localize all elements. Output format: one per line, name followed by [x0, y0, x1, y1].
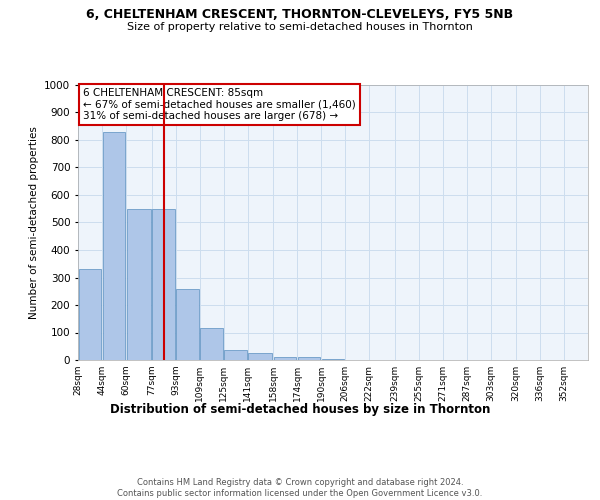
Bar [103, 132, 125, 360]
Bar [200, 328, 223, 360]
Text: Contains HM Land Registry data © Crown copyright and database right 2024.
Contai: Contains HM Land Registry data © Crown c… [118, 478, 482, 498]
Bar [79, 269, 101, 360]
Bar [176, 288, 199, 360]
Bar [127, 208, 151, 360]
Text: 6, CHELTENHAM CRESCENT, THORNTON-CLEVELEYS, FY5 5NB: 6, CHELTENHAM CRESCENT, THORNTON-CLEVELE… [86, 8, 514, 20]
Bar [274, 357, 296, 360]
Bar [322, 358, 344, 360]
Bar [224, 350, 247, 360]
Text: 6 CHELTENHAM CRESCENT: 85sqm
← 67% of semi-detached houses are smaller (1,460)
3: 6 CHELTENHAM CRESCENT: 85sqm ← 67% of se… [83, 88, 356, 121]
Bar [248, 353, 272, 360]
Text: Size of property relative to semi-detached houses in Thornton: Size of property relative to semi-detach… [127, 22, 473, 32]
Bar [152, 208, 175, 360]
Y-axis label: Number of semi-detached properties: Number of semi-detached properties [29, 126, 38, 319]
Text: Distribution of semi-detached houses by size in Thornton: Distribution of semi-detached houses by … [110, 402, 490, 415]
Bar [298, 357, 320, 360]
